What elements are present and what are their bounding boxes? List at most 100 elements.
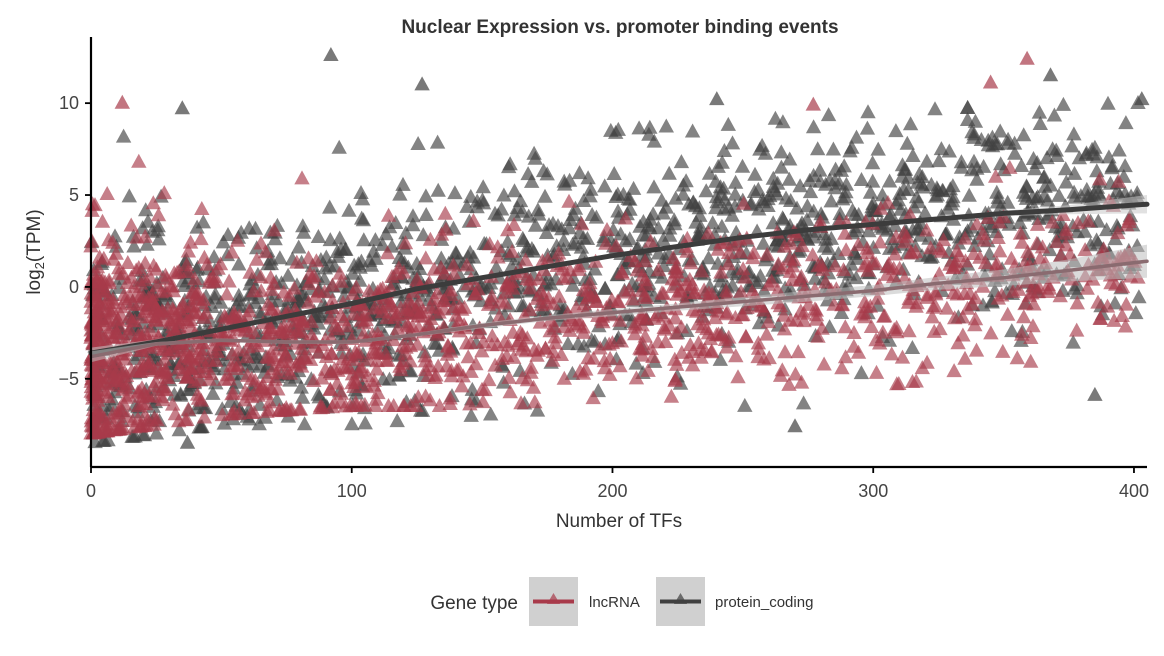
data-point [625,180,642,195]
data-point [456,299,473,314]
data-point [737,397,753,412]
data-point [734,307,750,322]
data-point [391,250,408,264]
data-point [206,249,222,264]
data-point [728,348,744,363]
data-point [494,351,510,365]
data-point [417,388,434,403]
data-point [886,260,902,275]
outlier-point [114,94,130,109]
data-point [384,268,400,283]
data-point [496,187,512,202]
data-point [515,337,532,352]
data-point [398,225,414,240]
data-point [333,385,350,400]
data-point [229,232,246,247]
data-point [131,383,147,398]
data-point [179,257,195,272]
data-point [802,184,819,199]
data-point [474,192,491,207]
data-point [781,171,797,186]
data-point [272,250,288,265]
data-point [303,328,320,343]
data-point [189,219,205,234]
data-point [864,155,881,170]
data-point [818,274,834,289]
plot-area [83,47,1150,449]
data-point [723,264,740,279]
data-point [959,100,976,114]
data-point [888,229,904,244]
data-point [1069,295,1085,310]
data-point [939,300,955,315]
data-point [1111,142,1127,157]
data-point [463,407,479,422]
data-point [716,201,732,216]
data-point [178,370,194,384]
data-point [348,374,364,389]
data-point [932,241,948,256]
data-point [91,249,108,264]
data-point [89,259,106,274]
data-point [823,193,839,208]
data-point [418,250,434,265]
data-point [97,284,114,299]
data-point [835,262,852,277]
data-point [601,336,617,351]
data-point [688,198,704,213]
data-point [265,340,282,355]
data-point [1118,296,1134,311]
data-point [693,349,709,364]
data-point [259,403,275,418]
data-point [705,215,721,230]
data-point [329,244,345,258]
data-point [975,226,991,241]
data-point [470,281,486,296]
data-point [614,264,630,278]
data-point [868,256,884,271]
data-point [1052,288,1068,303]
data-point [165,396,181,411]
data-point [475,334,492,348]
data-point [881,173,898,188]
data-point [522,280,538,295]
data-point [446,266,462,281]
data-point [373,299,389,314]
data-point [929,180,945,195]
data-point [243,405,260,419]
data-point [225,385,242,400]
data-point [519,243,535,258]
data-point [280,267,296,282]
data-point [1098,222,1115,237]
data-point [667,216,683,231]
data-point [293,379,309,394]
data-point [399,305,415,320]
data-point [228,297,245,312]
data-point [506,217,522,231]
data-point [1110,225,1126,240]
data-point [688,214,704,229]
data-point [109,354,125,369]
data-point [124,313,140,327]
data-point [294,170,310,185]
data-point [565,277,581,292]
data-point [556,232,572,247]
data-point [289,324,306,339]
data-point [459,257,475,272]
data-point [805,247,821,262]
data-point [782,151,798,166]
data-point [251,416,267,431]
data-point [989,136,1006,151]
data-point [848,129,865,144]
data-point [350,344,367,359]
data-point [295,218,311,233]
data-point [329,375,345,390]
data-point [1071,150,1087,165]
data-point [932,321,948,336]
data-point [574,216,590,231]
data-point [357,415,373,430]
data-point [902,206,918,221]
data-point [668,190,684,205]
data-point [716,143,733,157]
data-point [460,349,476,364]
